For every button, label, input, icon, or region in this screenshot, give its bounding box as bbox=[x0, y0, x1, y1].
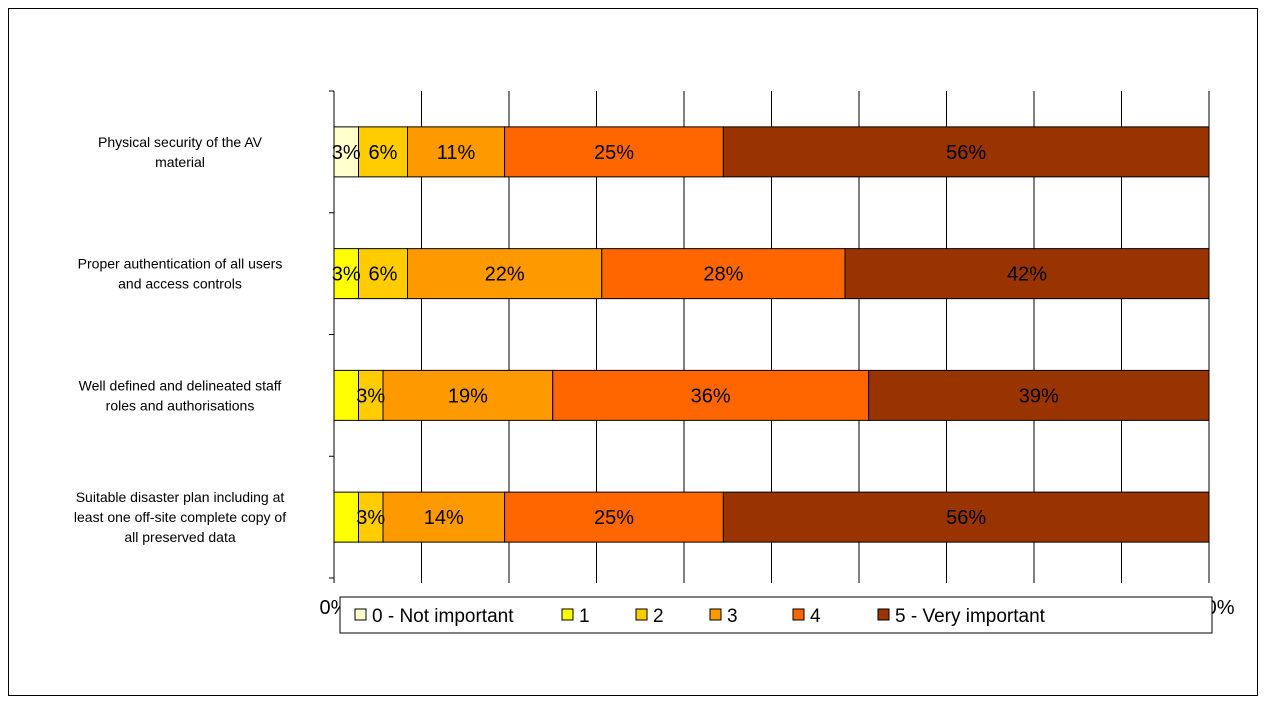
category-label: Suitable disaster plan including at least… bbox=[74, 489, 286, 545]
bar-segment bbox=[722, 126, 1210, 178]
legend-label: 1 bbox=[579, 606, 590, 627]
legend-label: 4 bbox=[810, 606, 821, 627]
legend-item: 1 bbox=[561, 606, 590, 627]
category-label: Proper authentication of all users and ac… bbox=[78, 256, 283, 292]
data-label: 22% bbox=[485, 264, 525, 286]
bar-segment bbox=[722, 491, 1210, 543]
data-label: 3% bbox=[332, 264, 361, 286]
chart-frame bbox=[8, 8, 1258, 696]
bar-segment bbox=[601, 248, 846, 300]
data-label: 3% bbox=[356, 507, 385, 529]
bar-segment bbox=[358, 126, 408, 178]
data-label: 19% bbox=[448, 385, 488, 407]
bar-segment bbox=[333, 248, 359, 300]
bar-segment bbox=[504, 491, 724, 543]
category-label: Well defined and delineated staff roles a… bbox=[79, 377, 282, 413]
category-label: Physical security of the AV material bbox=[98, 134, 263, 170]
data-label: 3% bbox=[356, 385, 385, 407]
legend-item: 3 bbox=[709, 606, 738, 627]
bar-segment bbox=[333, 491, 359, 543]
legend-item: 4 bbox=[792, 606, 821, 627]
data-label: 28% bbox=[703, 264, 743, 286]
bars bbox=[333, 126, 1210, 543]
legend-swatch bbox=[792, 608, 805, 621]
bar-segment bbox=[407, 126, 506, 178]
legend-swatch bbox=[354, 608, 367, 621]
legend-swatch bbox=[561, 608, 574, 621]
bar-segment bbox=[552, 369, 870, 421]
legend-swatch bbox=[877, 608, 890, 621]
bar-segment bbox=[382, 491, 506, 543]
legend-box bbox=[339, 596, 1213, 634]
data-label: 11% bbox=[437, 142, 476, 164]
bar-segment bbox=[358, 369, 384, 421]
legend-item: 2 bbox=[635, 606, 664, 627]
bar-segment bbox=[358, 491, 384, 543]
data-label: 25% bbox=[594, 142, 634, 164]
data-label: 6% bbox=[369, 264, 398, 286]
legend-label: 0 - Not important bbox=[372, 606, 514, 627]
bar-segment bbox=[333, 369, 359, 421]
legend-item: 0 - Not important bbox=[354, 606, 514, 627]
bar-segment bbox=[358, 248, 408, 300]
data-label: 3% bbox=[332, 142, 361, 164]
bar-segment bbox=[868, 369, 1210, 421]
bar-segment bbox=[844, 248, 1210, 300]
labels: 3% 6% 11% 25% 56% Physical security of the AV… bbox=[74, 134, 1059, 545]
bar-segment bbox=[407, 248, 603, 300]
legend-label: 2 bbox=[653, 606, 664, 627]
legend-label: 5 - Very important bbox=[895, 606, 1046, 627]
legend: 0 - Not important 1 2 3 4 5 - Very important bbox=[339, 596, 1213, 634]
data-label: 56% bbox=[946, 507, 986, 529]
bar-segment bbox=[504, 126, 724, 178]
legend-swatch bbox=[635, 608, 648, 621]
legend-item: 5 - Very important bbox=[877, 606, 1046, 627]
data-label: 25% bbox=[594, 507, 634, 529]
legend-swatch bbox=[709, 608, 722, 621]
data-label: 36% bbox=[691, 385, 731, 407]
data-label: 6% bbox=[369, 142, 398, 164]
data-label: 42% bbox=[1007, 264, 1047, 286]
data-label: 39% bbox=[1019, 385, 1059, 407]
bar-segment bbox=[382, 369, 554, 421]
data-label: 56% bbox=[946, 142, 986, 164]
data-label: 14% bbox=[424, 507, 464, 529]
legend-label: 3 bbox=[727, 606, 738, 627]
